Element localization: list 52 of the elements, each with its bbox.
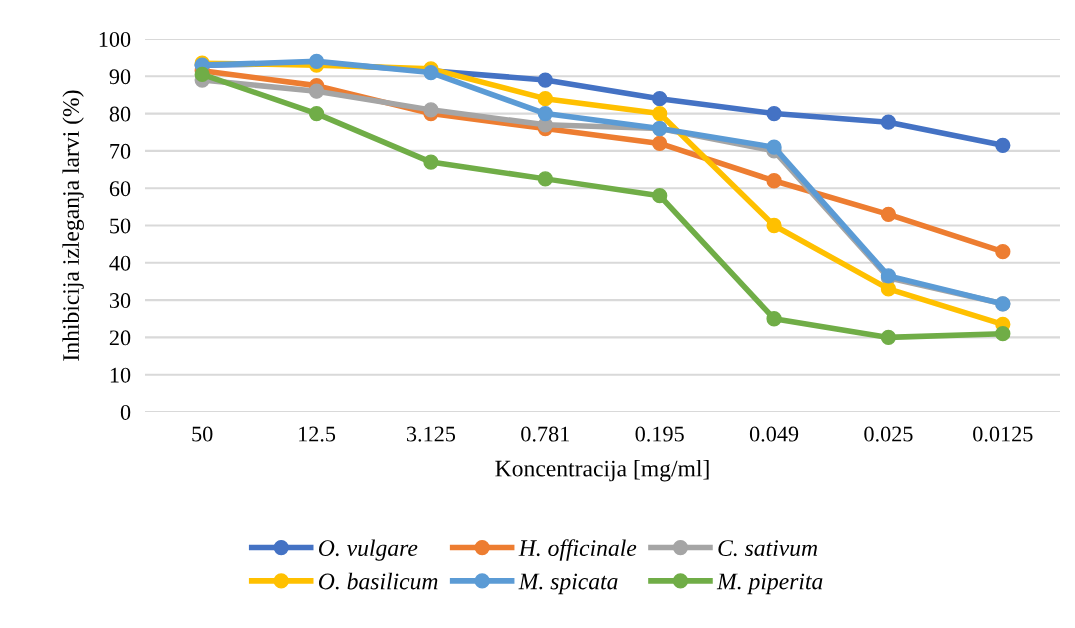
point (194, 66, 210, 83)
y-tick-label: 50 (110, 218, 131, 234)
point (880, 206, 897, 222)
y-tick-label: 60 (109, 181, 131, 197)
legend-label: H. officinale (518, 539, 637, 561)
point (537, 105, 553, 122)
y-tick-label: 30 (109, 293, 131, 309)
point (880, 114, 897, 130)
y-tick-label: 80 (109, 106, 131, 122)
point (995, 326, 1011, 342)
point (423, 102, 439, 118)
point (766, 217, 782, 234)
x-tick-label: 0.025 (864, 426, 913, 442)
point (308, 83, 325, 99)
point (537, 72, 553, 88)
x-tick-label: 12.5 (299, 426, 336, 442)
y-tick-label: 10 (110, 367, 131, 383)
point (537, 91, 553, 107)
point (880, 329, 897, 346)
point (766, 311, 782, 327)
legend-label: M. spicata (518, 573, 618, 595)
point (766, 105, 782, 122)
point (652, 135, 668, 152)
legend-label: C. sativum (718, 540, 818, 557)
y-tick-label: 0 (120, 404, 131, 420)
y-axis-title: Inhibicija izleganja larvi (%) (62, 90, 84, 361)
point (652, 105, 668, 122)
legend-label: M. piperita (716, 573, 823, 595)
y-tick-label: 90 (109, 69, 131, 85)
point (995, 243, 1011, 260)
y-tick-label: 70 (110, 143, 131, 159)
point (652, 91, 668, 107)
point (880, 281, 897, 297)
x-tick-label: 0.781 (521, 426, 569, 442)
x-tick-label: 50 (192, 426, 213, 442)
legend-label: O. basilicum (318, 572, 438, 590)
x-tick-label: 0.195 (635, 426, 684, 442)
y-tick-label: 20 (109, 330, 131, 346)
point (652, 188, 668, 204)
y-tick-label: 100 (99, 31, 131, 47)
point (308, 105, 325, 122)
legend-label: O. vulgare (318, 539, 418, 561)
x-tick-label: 0.049 (749, 426, 799, 442)
x-tick-label: 3.125 (407, 426, 456, 442)
point (766, 139, 782, 155)
y-tick-label: 40 (109, 255, 131, 271)
point (995, 137, 1011, 153)
x-axis-title: Koncentracija [mg/ml] (495, 459, 709, 482)
point (766, 173, 782, 189)
point (423, 154, 439, 170)
point (537, 171, 553, 187)
x-tick-label: 0.0125 (973, 426, 1033, 442)
